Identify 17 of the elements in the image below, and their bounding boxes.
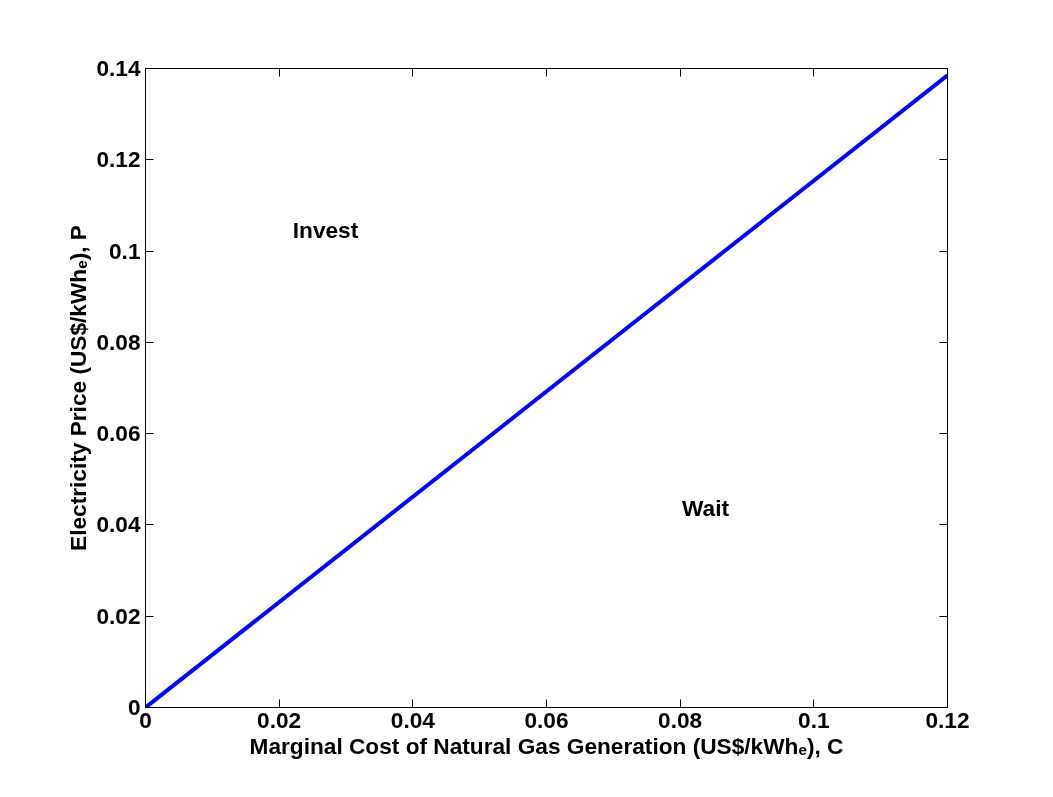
annotation: Wait <box>682 494 730 521</box>
x-tick-label: 0.08 <box>658 706 703 733</box>
y-tick-label: 0.12 <box>96 146 141 173</box>
x-axis-title: Marginal Cost of Natural Gas Generation (US$/kWhₑ), C <box>249 732 844 759</box>
y-tick-label: 0.04 <box>96 511 141 538</box>
y-tick-label: 0.14 <box>96 55 141 81</box>
y-tick-label: 0.08 <box>96 328 141 355</box>
y-tick-label: 0.06 <box>96 420 141 447</box>
x-tick-label: 0.04 <box>390 706 436 733</box>
x-tick-label: 0.02 <box>257 706 302 733</box>
y-tick-label: 0.1 <box>109 237 141 264</box>
x-tick-label: 0.1 <box>798 706 830 733</box>
x-tick-label: 0.06 <box>524 706 569 733</box>
y-axis-title: Electricity Price (US$/kWhₑ), P <box>65 225 92 551</box>
annotation: Invest <box>292 216 359 243</box>
y-tick-label: 0.02 <box>96 602 141 629</box>
x-tick-label: 0.12 <box>925 706 970 733</box>
